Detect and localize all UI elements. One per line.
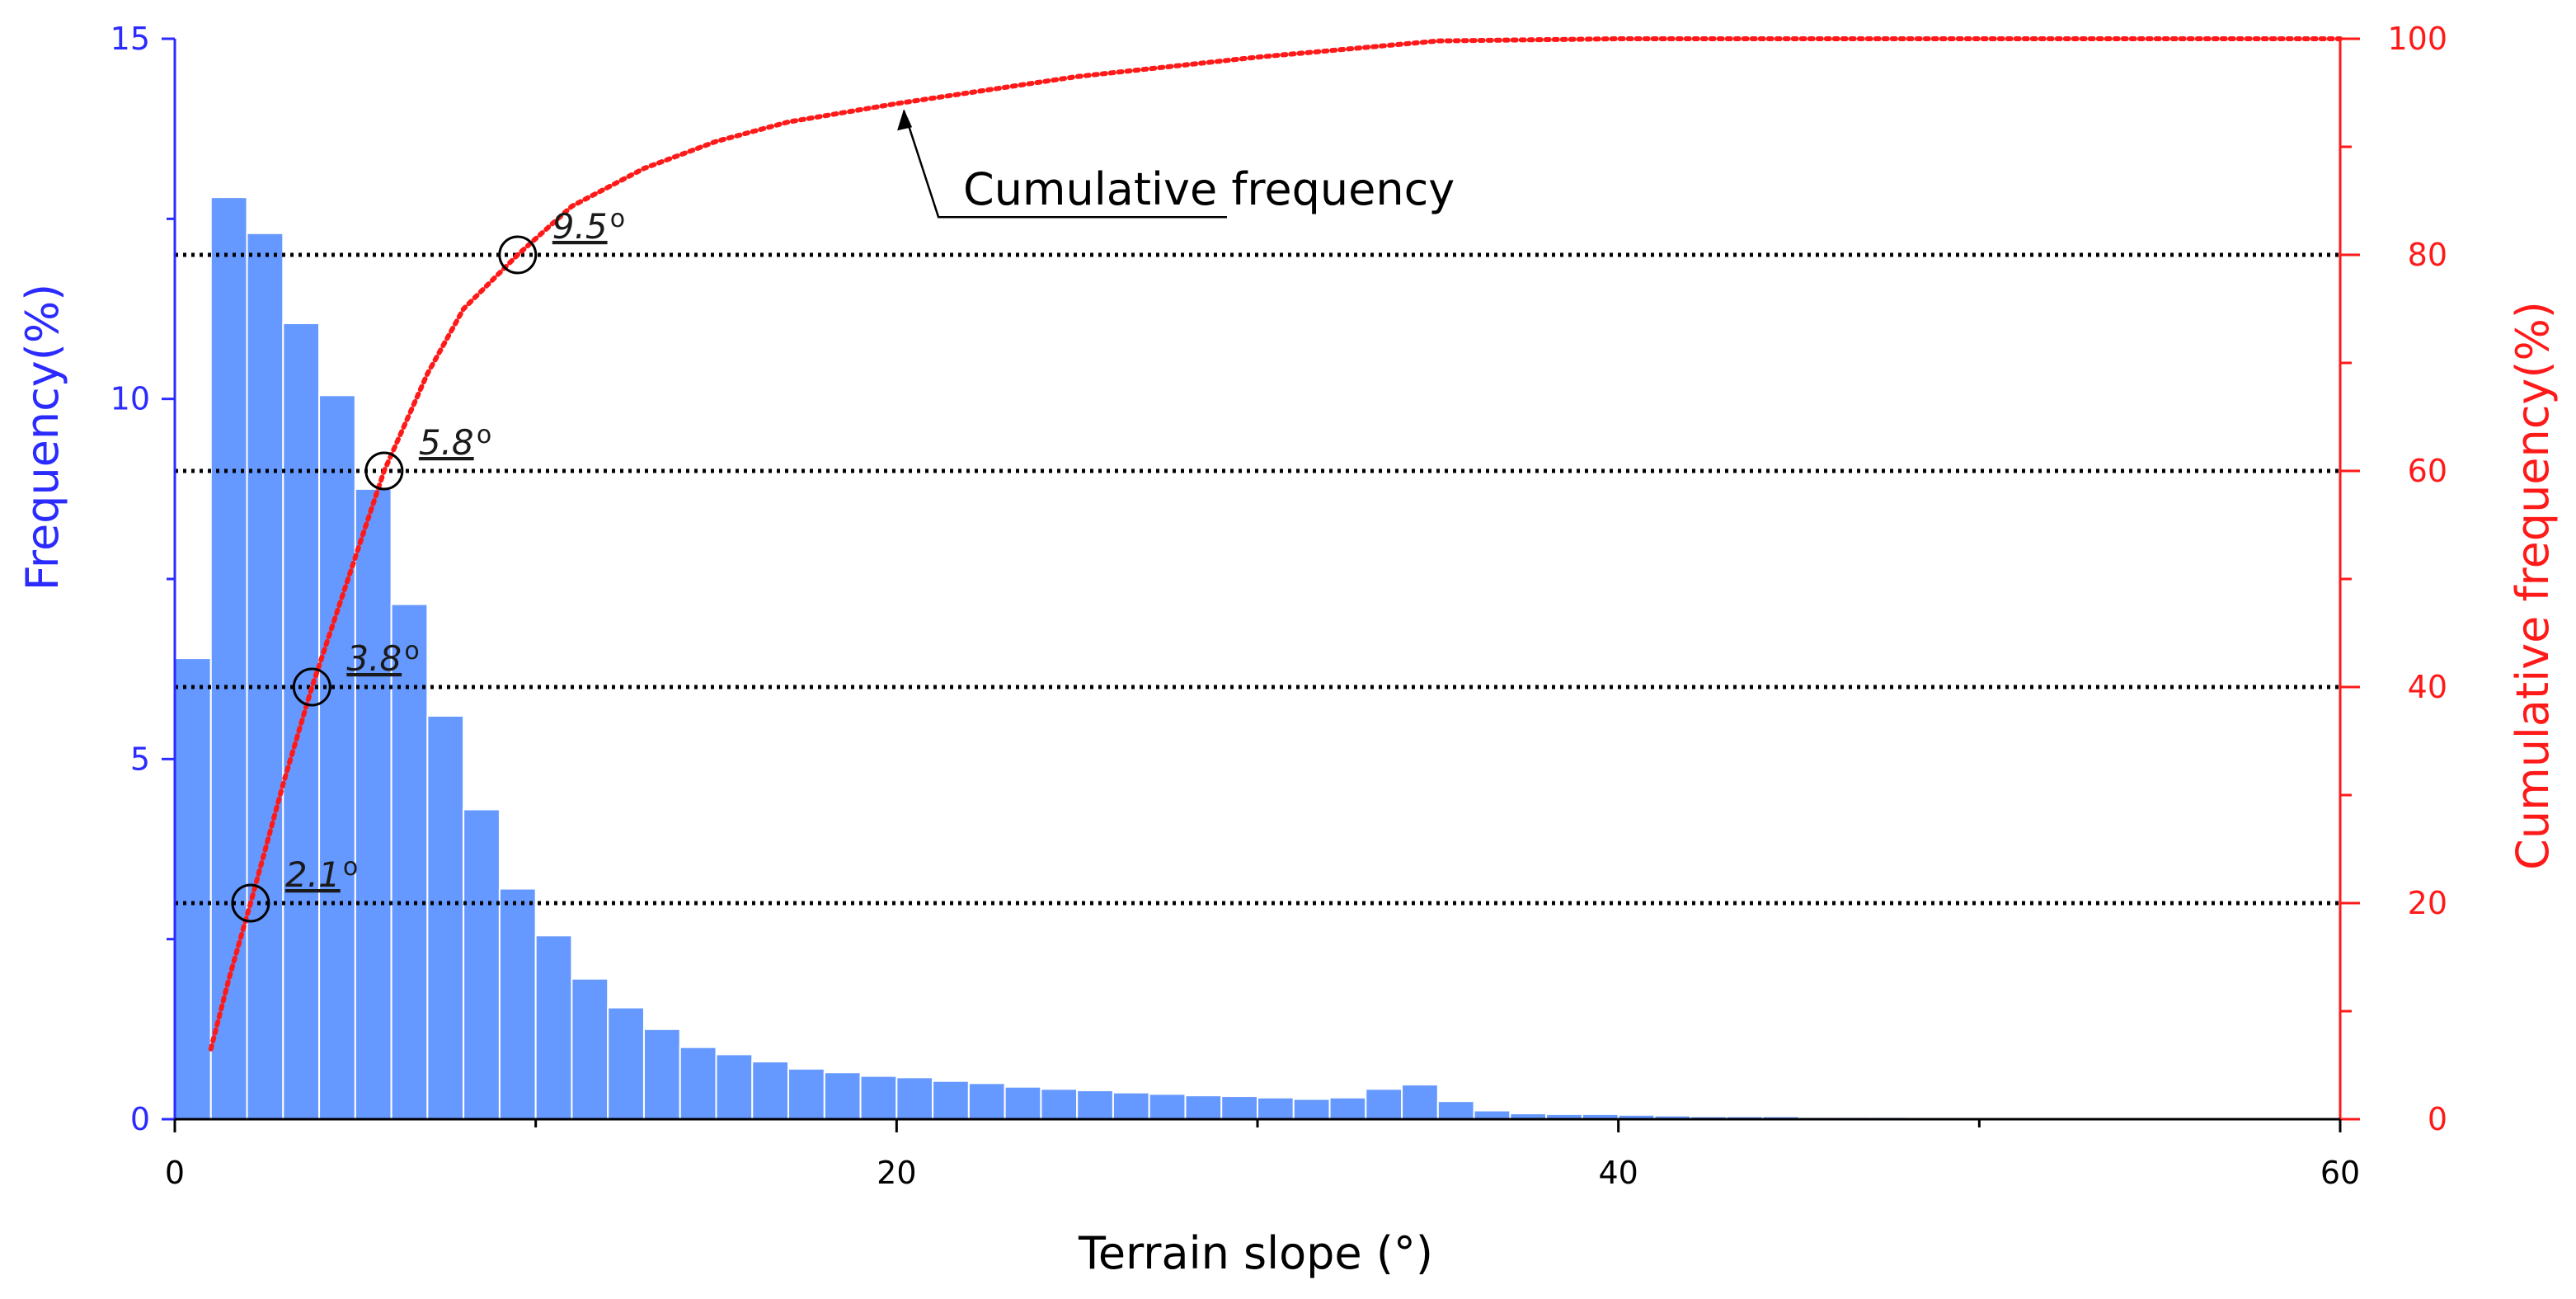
annotation-circle <box>364 451 404 491</box>
annotation-degree-mark: o <box>610 205 625 233</box>
histogram-bar <box>1257 1096 1295 1121</box>
axes <box>162 37 2360 1132</box>
histogram-bar <box>1401 1084 1439 1120</box>
histogram-bar <box>354 487 393 1120</box>
histogram-bar <box>787 1067 825 1121</box>
histogram-bar <box>859 1075 898 1120</box>
annotation-degree-mark: o <box>477 421 491 449</box>
y-right-tick-label: 100 <box>2387 21 2447 57</box>
histogram-bar <box>1040 1088 1079 1120</box>
annotation-circle <box>231 883 270 923</box>
annotations: 2.1 o3.8 o5.8 o9.5 o <box>231 109 1227 923</box>
histogram-bar <box>1365 1088 1403 1120</box>
histogram-bar <box>1112 1091 1150 1120</box>
histogram-bar <box>1148 1093 1187 1121</box>
annotation-circle <box>292 667 331 707</box>
histogram-bar <box>463 808 501 1120</box>
histogram-bar <box>1473 1109 1511 1121</box>
y-left-tick-label: 5 <box>130 741 150 777</box>
x-tick-label: 0 <box>165 1155 185 1191</box>
tick-labels: 0 5 10 15 0 20 40 60 80 100 0 20 40 60 <box>110 21 2447 1191</box>
cumulative-frequency-callout: Cumulative frequency <box>963 163 1455 215</box>
histogram-bar <box>534 934 573 1121</box>
histogram-bar <box>823 1071 862 1120</box>
histogram-bar <box>174 657 212 1120</box>
axis-labels: Terrain slope (°) Frequency(%) Cumulativ… <box>16 163 2559 1279</box>
x-tick-label: 40 <box>1598 1155 1638 1191</box>
histogram-bar <box>246 232 284 1120</box>
histogram-bars <box>174 196 2342 1121</box>
annotation-degree-mark: o <box>343 853 358 882</box>
histogram-bar <box>426 714 465 1121</box>
histogram-bar <box>1328 1096 1367 1121</box>
histogram-bar <box>607 1006 645 1120</box>
histogram-bar <box>1436 1100 1475 1120</box>
x-tick-label: 60 <box>2320 1155 2360 1191</box>
y-right-tick-label: 0 <box>2428 1101 2447 1137</box>
histogram-bar <box>715 1053 754 1121</box>
histogram-bar <box>318 394 356 1120</box>
y-left-tick-label: 0 <box>130 1101 150 1137</box>
histogram-bar <box>967 1082 1006 1121</box>
callout-arrowhead <box>897 109 913 131</box>
histogram-bar <box>1292 1098 1331 1120</box>
annotation-label: 9.5 <box>552 206 608 247</box>
histogram-bar <box>751 1061 790 1120</box>
histogram-bar <box>390 603 429 1120</box>
histogram-bar <box>679 1046 717 1120</box>
y-left-tick-label: 10 <box>110 381 150 417</box>
cumulative-curve <box>208 36 2343 1052</box>
y-right-tick-label: 40 <box>2408 669 2447 705</box>
x-axis-label: Terrain slope (°) <box>1078 1227 1433 1279</box>
callout-leader-line <box>902 110 1227 219</box>
annotation-label: 5.8 <box>419 422 474 463</box>
x-tick-label: 20 <box>877 1155 916 1191</box>
histogram-bar <box>209 196 248 1121</box>
y-right-tick-label: 20 <box>2408 885 2447 921</box>
histogram-bar <box>571 977 609 1120</box>
histogram-bar <box>895 1076 934 1121</box>
histogram-bar <box>498 887 537 1120</box>
histogram-bar <box>1076 1090 1114 1120</box>
annotation-degree-mark: o <box>404 637 419 666</box>
histogram-bar <box>642 1028 681 1121</box>
histogram-bar <box>1184 1094 1223 1121</box>
annotation-circle <box>498 235 538 275</box>
reference-lines <box>175 252 2340 906</box>
annotation-label: 2.1 <box>285 854 341 895</box>
annotation-label: 3.8 <box>346 638 402 679</box>
y-right-tick-label: 80 <box>2408 237 2447 273</box>
y-right-tick-label: 60 <box>2408 453 2447 489</box>
y-left-tick-label: 15 <box>110 21 150 57</box>
cumulative-line <box>208 36 2343 1052</box>
y-axis-right-label: Cumulative frequency(%) <box>2507 301 2559 870</box>
histogram-bar <box>1004 1085 1042 1120</box>
histogram-bar <box>932 1080 970 1121</box>
histogram-bar <box>1220 1095 1258 1121</box>
y-axis-left-label: Frequency(%) <box>16 284 68 591</box>
